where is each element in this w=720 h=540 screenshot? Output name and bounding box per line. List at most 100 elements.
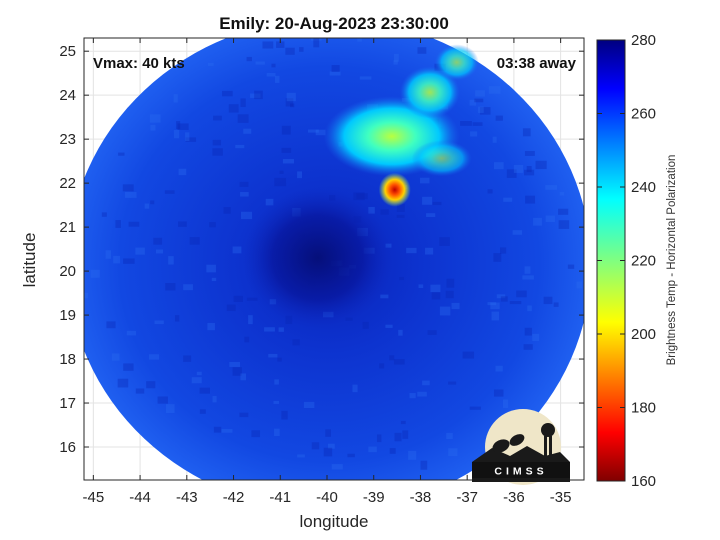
pixel-speckle <box>113 255 121 264</box>
pixel-speckle <box>451 302 460 310</box>
x-axis-label: longitude <box>299 512 369 531</box>
y-tick-label: 19 <box>59 307 76 324</box>
pixel-speckle <box>122 184 134 192</box>
pixel-speckle <box>208 62 214 66</box>
pixel-speckle <box>251 430 261 438</box>
pixel-speckle <box>297 171 303 179</box>
pixel-speckle <box>135 247 145 255</box>
pixel-speckle <box>506 169 517 178</box>
pixel-speckle <box>329 71 341 76</box>
pixel-speckle <box>523 344 533 350</box>
pixel-speckle <box>232 246 242 254</box>
pixel-speckle <box>389 448 396 454</box>
pixel-speckle <box>157 396 168 404</box>
pixel-speckle <box>206 264 216 273</box>
pixel-speckle <box>311 442 320 450</box>
pixel-speckle <box>446 432 453 440</box>
pixel-speckle <box>128 221 140 227</box>
y-tick-label: 17 <box>59 395 76 412</box>
pixel-speckle <box>347 453 355 458</box>
pixel-speckle <box>353 192 365 201</box>
y-tick-label: 25 <box>59 43 76 60</box>
pixel-speckle <box>154 320 164 325</box>
y-tick-label: 16 <box>59 439 76 456</box>
pixel-speckle <box>524 266 531 274</box>
pixel-speckle <box>487 302 497 306</box>
pixel-speckle <box>379 363 385 369</box>
pixel-speckle <box>426 213 436 217</box>
pixel-speckle <box>281 410 288 420</box>
pixel-speckle <box>470 131 478 137</box>
pixel-speckle <box>173 129 180 139</box>
y-tick-label: 18 <box>59 351 76 368</box>
pixel-speckle <box>418 284 424 289</box>
y-tick-label: 20 <box>59 263 76 280</box>
pixel-speckle <box>189 237 200 245</box>
pixel-speckle <box>262 41 274 49</box>
storm-center <box>242 187 393 328</box>
pixel-speckle <box>243 128 252 134</box>
pixel-speckle <box>274 428 280 436</box>
pixel-speckle <box>331 65 340 72</box>
pixel-speckle <box>406 247 417 254</box>
pixel-speckle <box>545 185 557 190</box>
pixel-speckle <box>380 294 389 299</box>
pixel-speckle <box>491 311 500 321</box>
pixel-speckle <box>420 177 430 184</box>
pixel-speckle <box>389 355 395 361</box>
pixel-speckle <box>209 222 216 228</box>
pixel-speckle <box>478 106 484 113</box>
pixel-speckle <box>408 450 417 460</box>
rain-band-blob <box>411 140 472 177</box>
colorbar-tick-label: 200 <box>631 326 656 343</box>
pixel-speckle <box>495 115 503 121</box>
pixel-speckle <box>543 296 553 305</box>
x-tick-label: -36 <box>503 489 525 506</box>
x-tick-label: -43 <box>176 489 198 506</box>
pixel-speckle <box>221 429 233 433</box>
x-tick-label: -41 <box>269 489 291 506</box>
pixel-speckle <box>150 124 156 131</box>
pixel-speckle <box>469 406 481 410</box>
pixel-speckle <box>222 90 233 97</box>
pixel-speckle <box>232 367 242 376</box>
pixel-speckle <box>488 86 501 94</box>
pixel-speckle <box>266 72 276 77</box>
pixel-speckle <box>185 132 190 141</box>
plot-frame <box>83 37 585 481</box>
pixel-speckle <box>212 139 222 146</box>
pixel-speckle <box>153 237 163 245</box>
pixel-speckle <box>490 302 500 310</box>
pixel-speckle <box>292 339 300 346</box>
pixel-speckle <box>297 454 305 458</box>
pixel-speckle <box>178 221 187 227</box>
pixel-speckle <box>275 75 280 83</box>
x-tick-label: -37 <box>456 489 478 506</box>
pixel-speckle <box>420 460 428 470</box>
chart-title: Emily: 20-Aug-2023 23:30:00 <box>219 14 449 33</box>
pixel-speckle <box>178 168 187 176</box>
colorbar-tick-label: 180 <box>631 400 656 417</box>
pixel-speckle <box>101 212 107 217</box>
pixel-speckle <box>237 114 249 123</box>
pixel-speckle <box>430 284 441 293</box>
pixel-speckle <box>118 152 125 156</box>
pixel-speckle <box>117 378 129 388</box>
pixel-speckle <box>558 220 570 229</box>
pixel-speckle <box>522 275 534 280</box>
axes: -45 -44 -43 -42 -41 -40 -39 -38 -37 -36 -35 16 17 18 1… <box>59 37 585 506</box>
pixel-speckle <box>400 420 406 425</box>
pixel-speckle <box>493 389 504 397</box>
pixel-speckle <box>183 355 192 362</box>
cold-cloud-core <box>378 172 411 207</box>
y-tick-label: 23 <box>59 131 76 148</box>
pixel-speckle <box>285 98 294 107</box>
pixel-speckle <box>399 276 405 281</box>
pixel-speckle <box>469 99 477 106</box>
pixel-speckle <box>527 305 532 312</box>
pixel-speckle <box>422 196 433 205</box>
x-tick-label: -42 <box>223 489 245 506</box>
pixel-speckle <box>176 121 181 130</box>
x-tick-label: -38 <box>410 489 432 506</box>
pixel-speckle <box>535 160 547 170</box>
